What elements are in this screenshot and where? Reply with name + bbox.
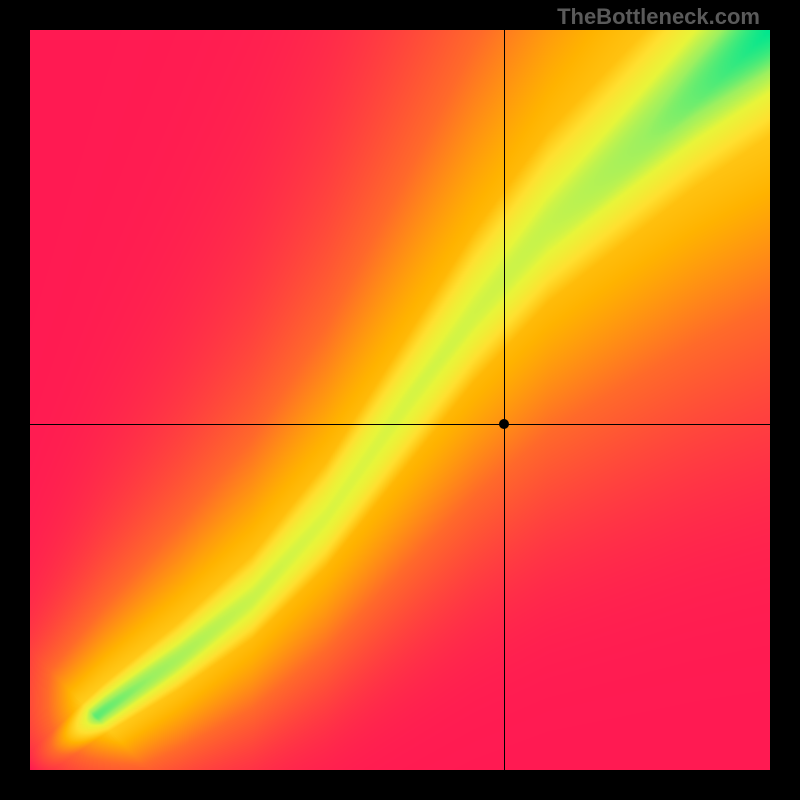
selection-marker[interactable] <box>499 419 509 429</box>
crosshair-horizontal <box>30 424 770 425</box>
bottleneck-heatmap <box>30 30 770 770</box>
watermark-text: TheBottleneck.com <box>557 4 760 30</box>
heatmap-canvas <box>30 30 770 770</box>
crosshair-vertical <box>504 30 505 770</box>
